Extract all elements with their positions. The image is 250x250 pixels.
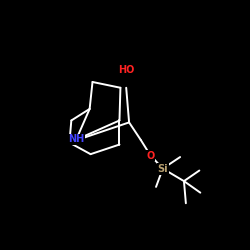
Text: NH: NH [68,134,84,144]
Text: HO: HO [118,66,134,76]
Text: O: O [146,150,154,160]
Text: Si: Si [158,164,168,174]
